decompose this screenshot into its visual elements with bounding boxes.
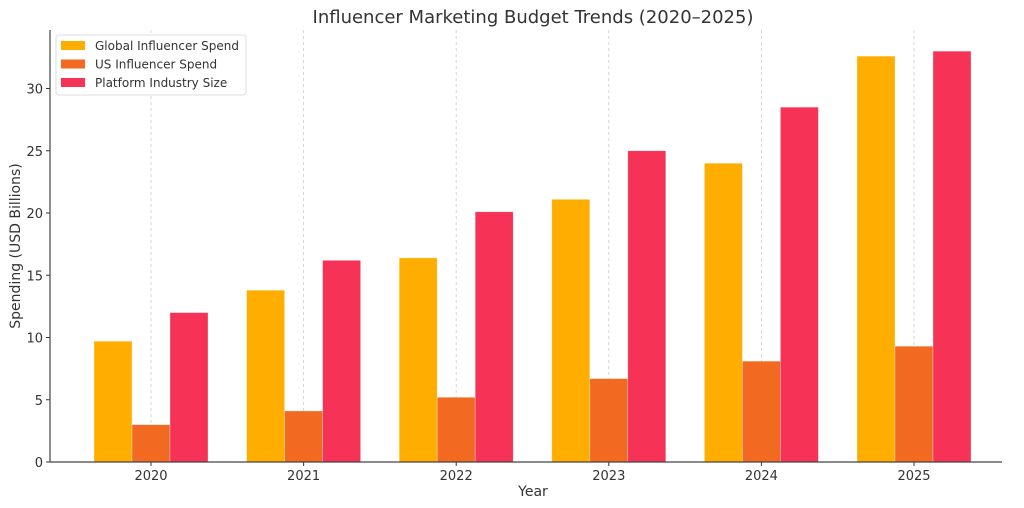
bar-platform-industry-size-2022 [474,211,514,463]
y-tick-label: 25 [26,145,43,160]
bar-global-influencer-spend-2025 [856,55,896,463]
x-tick-label: 2020 [134,469,167,484]
bar-global-influencer-spend-2024 [704,162,743,463]
legend-swatch [61,59,85,69]
legend-label: Global Influencer Spend [95,39,239,53]
bar-platform-industry-size-2025 [932,50,972,463]
bar-platform-industry-size-2023 [627,150,667,463]
legend-swatch [61,41,85,50]
x-tick-label: 2021 [287,469,320,484]
bar-us-influencer-spend-2022 [436,396,476,463]
x-tick-label: 2023 [592,469,625,484]
bar-us-influencer-spend-2024 [742,360,781,463]
bar-us-influencer-spend-2023 [589,378,629,463]
bar-platform-industry-size-2021 [322,260,361,463]
legend-label: Platform Industry Size [95,76,227,90]
y-tick-label: 10 [26,332,43,347]
x-tick-label: 2025 [897,469,930,484]
x-tick-label: 2022 [440,469,473,484]
bar-global-influencer-spend-2023 [551,199,591,463]
bar-platform-industry-size-2024 [780,106,819,463]
y-tick-label: 30 [26,83,43,98]
legend-frame [55,34,247,96]
y-tick-label: 15 [26,269,43,284]
x-axis-label: Year [517,484,548,500]
bar-global-influencer-spend-2020 [93,340,133,463]
legend-swatch [61,78,85,87]
x-tick-label: 2024 [745,469,778,484]
legend-label: US Influencer Spend [95,58,217,72]
y-axis-label: Spending (USD Billions) [8,163,24,328]
bar-us-influencer-spend-2021 [284,410,323,463]
chart-title: Influencer Marketing Budget Trends (2020… [313,7,754,28]
bar-global-influencer-spend-2021 [246,289,285,463]
y-tick-label: 20 [26,207,43,222]
bar-global-influencer-spend-2022 [398,257,438,463]
y-tick-label: 5 [35,394,43,409]
bar-us-influencer-spend-2025 [894,345,934,463]
bar-us-influencer-spend-2020 [131,424,171,463]
y-tick-label: 0 [35,456,43,471]
legend: Global Influencer Spend US Influencer Spe… [55,34,247,96]
bar-platform-industry-size-2020 [169,312,209,463]
